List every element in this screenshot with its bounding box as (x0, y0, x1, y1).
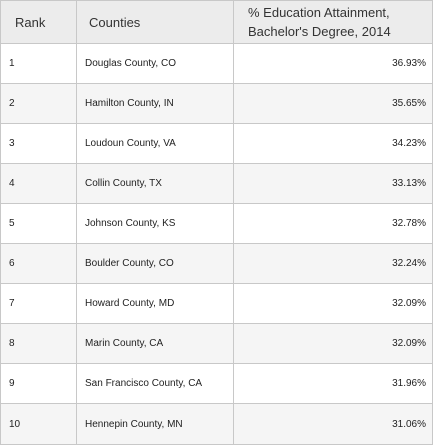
table-row: 8 Marin County, CA 32.09% (1, 324, 432, 364)
column-header-rank[interactable]: Rank (1, 1, 77, 43)
column-header-rank-label: Rank (15, 14, 46, 30)
rank-cell: 1 (1, 44, 77, 83)
table-row: 2 Hamilton County, IN 35.65% (1, 84, 432, 124)
pct-cell: 36.93% (392, 58, 426, 69)
table-row: 1 Douglas County, CO 36.93% (1, 44, 432, 84)
rank-cell: 8 (1, 324, 77, 363)
pct-cell: 33.13% (392, 178, 426, 189)
pct-cell: 32.78% (392, 218, 426, 229)
rank-cell: 6 (1, 244, 77, 283)
rank-cell: 4 (1, 164, 77, 203)
table-row: 6 Boulder County, CO 32.24% (1, 244, 432, 284)
column-header-education-pct[interactable]: % Education Attainment, Bachelor's Degre… (234, 1, 432, 43)
pct-cell: 34.23% (392, 138, 426, 149)
column-header-pct-line1: % Education Attainment, (248, 5, 390, 20)
table-row: 10 Hennepin County, MN 31.06% (1, 404, 432, 444)
table-row: 4 Collin County, TX 33.13% (1, 164, 432, 204)
rank-cell: 10 (1, 404, 77, 444)
rank-cell: 3 (1, 124, 77, 163)
table-row: 9 San Francisco County, CA 31.96% (1, 364, 432, 404)
pct-cell: 32.24% (392, 258, 426, 269)
county-cell: San Francisco County, CA (77, 364, 234, 403)
table-row: 7 Howard County, MD 32.09% (1, 284, 432, 324)
column-header-counties[interactable]: Counties (77, 1, 234, 43)
rank-cell: 7 (1, 284, 77, 323)
table-row: 5 Johnson County, KS 32.78% (1, 204, 432, 244)
county-cell: Howard County, MD (77, 284, 234, 323)
rank-cell: 9 (1, 364, 77, 403)
rank-cell: 2 (1, 84, 77, 123)
county-cell: Hamilton County, IN (77, 84, 234, 123)
pct-cell: 32.09% (392, 298, 426, 309)
column-header-counties-label: Counties (89, 14, 141, 30)
rank-cell: 5 (1, 204, 77, 243)
table-header: Rank Counties % Education Attainment, Ba… (1, 1, 432, 44)
pct-cell: 31.96% (392, 378, 426, 389)
county-cell: Douglas County, CO (77, 44, 234, 83)
pct-cell: 35.65% (392, 98, 426, 109)
county-cell: Collin County, TX (77, 164, 234, 203)
pct-cell: 32.09% (392, 338, 426, 349)
county-cell: Hennepin County, MN (77, 404, 234, 444)
county-cell: Boulder County, CO (77, 244, 234, 283)
pct-cell: 31.06% (392, 418, 426, 430)
county-cell: Loudoun County, VA (77, 124, 234, 163)
table-row: 3 Loudoun County, VA 34.23% (1, 124, 432, 164)
county-cell: Johnson County, KS (77, 204, 234, 243)
county-cell: Marin County, CA (77, 324, 234, 363)
column-header-pct-line2: Bachelor's Degree, 2014 (248, 24, 391, 39)
